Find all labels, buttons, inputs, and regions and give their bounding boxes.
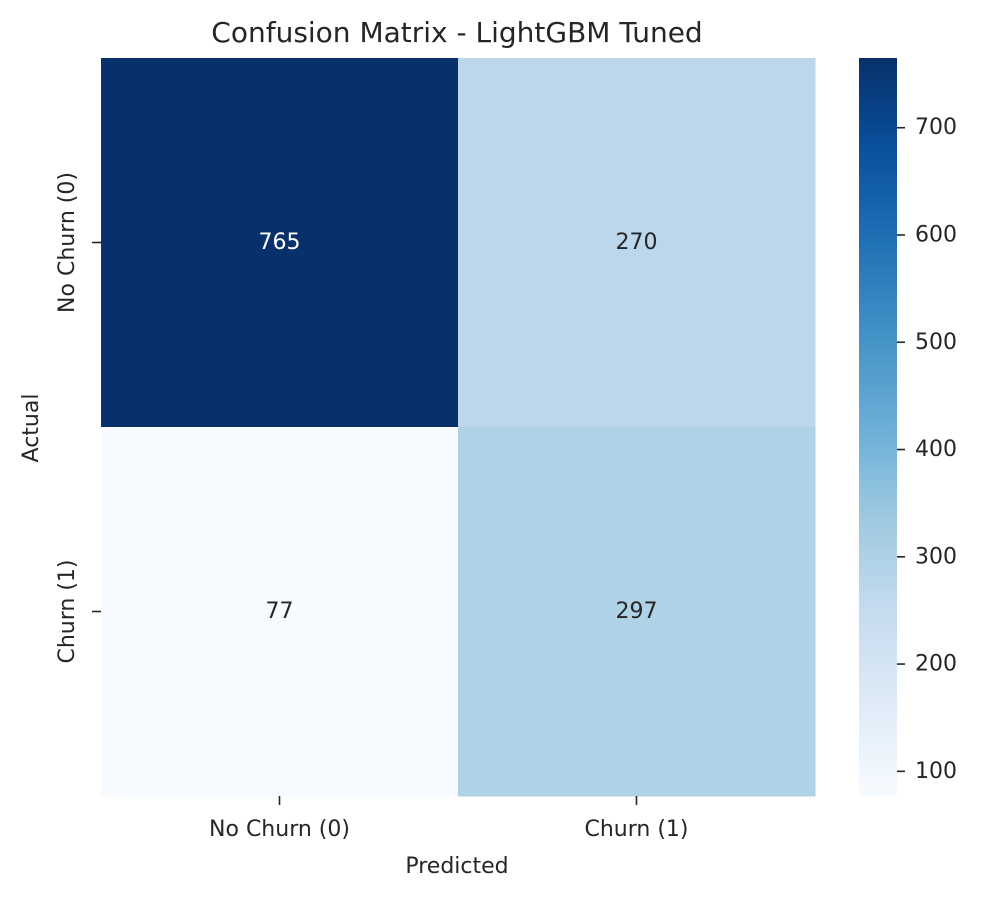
y-tick-label: No Churn (0)	[55, 172, 80, 313]
colorbar-tick-label: 300	[915, 544, 957, 569]
cell-value-label: 77	[266, 599, 294, 624]
heatmap-cell	[101, 427, 459, 797]
y-axis-label: Actual	[19, 394, 44, 463]
heatmap-cell-labels: 765 270 77 297	[259, 230, 658, 624]
colorbar-ticks: 100 200 300 400 500 600 700	[897, 115, 957, 784]
heatmap-cell	[458, 427, 816, 797]
x-tick-label: No Churn (0)	[209, 817, 350, 842]
cell-value-label: 270	[616, 230, 658, 255]
colorbar-tick-label: 400	[915, 437, 957, 462]
chart-title: Confusion Matrix - LightGBM Tuned	[211, 16, 702, 49]
colorbar-tick-label: 200	[915, 652, 957, 677]
x-axis-label: Predicted	[405, 854, 508, 879]
x-tick-label: Churn (1)	[584, 817, 688, 842]
cell-value-label: 297	[616, 599, 658, 624]
x-axis-ticks: No Churn (0) Churn (1)	[209, 796, 689, 842]
heatmap-cell	[101, 58, 459, 428]
y-tick-label: Churn (1)	[55, 559, 80, 663]
heatmap-cells	[101, 58, 816, 797]
heatmap-cell	[458, 58, 816, 428]
y-axis-ticks: No Churn (0) Churn (1)	[55, 172, 101, 664]
colorbar-tick-label: 100	[915, 759, 957, 784]
colorbar-tick-label: 500	[915, 330, 957, 355]
cell-value-label: 765	[259, 230, 301, 255]
colorbar	[859, 58, 897, 796]
colorbar-tick-label: 700	[915, 115, 957, 140]
colorbar-tick-label: 600	[915, 222, 957, 247]
